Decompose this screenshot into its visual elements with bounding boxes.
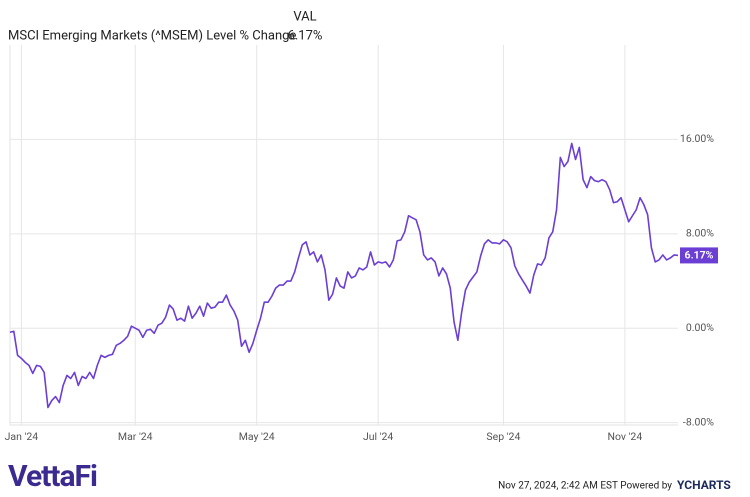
y-tick-label: 0.00% (686, 321, 714, 334)
y-tick-label: 8.00% (686, 227, 714, 240)
x-tick-label: Nov '24 (607, 430, 642, 443)
last-value-label: 6.17% (685, 249, 714, 262)
last-value-tag (680, 247, 718, 264)
legend-value: 6.17% (288, 28, 323, 43)
series-line (9, 142, 679, 409)
legend-name: MSCI Emerging Markets (^MSEM) Level % Ch… (8, 28, 296, 43)
legend-column: VAL (293, 9, 316, 24)
x-tick-label: Sep '24 (486, 430, 520, 443)
x-tick-label: Jan '24 (5, 430, 39, 443)
logo: VettaFi (8, 459, 97, 494)
brand: YCHARTS (677, 478, 731, 492)
x-tick-label: Mar '24 (118, 430, 153, 443)
y-tick-label: 16.00% (680, 132, 714, 145)
y-tick-label: -8.00% (683, 415, 714, 428)
x-tick-label: May '24 (239, 430, 275, 443)
x-tick-label: Jul '24 (363, 430, 393, 443)
timestamp: Nov 27, 2024, 2:42 AM EST Powered by (498, 481, 672, 492)
